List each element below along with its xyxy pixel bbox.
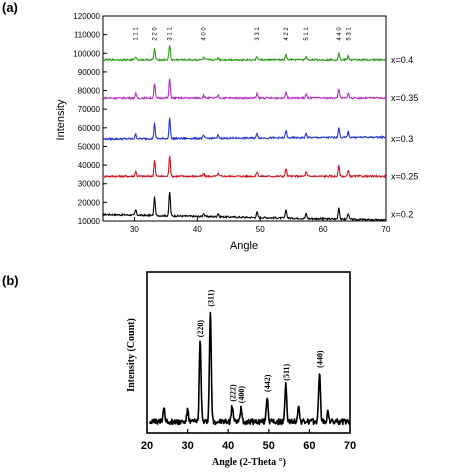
panel-b-y-axis-label: Intensity (Count): [126, 318, 137, 392]
panel-b-x-tick-label: 60: [303, 440, 315, 452]
panel-a-y-tick-label: 90000: [78, 68, 101, 77]
panel-a-hkl-annotation: 5 1 1: [304, 27, 310, 41]
panel-a-series-label: x=0.3: [391, 134, 413, 144]
panel-a-hkl-annotation: 3 3 1: [255, 27, 261, 41]
panel-b-peak-label: (222): [228, 384, 237, 402]
panel-b-peak-label: (511): [282, 363, 291, 380]
panel-b: (b) 20 30 40 50 60 70 (220) (311) (222) (400) (44…: [2, 271, 356, 468]
panel-a-series-line: [103, 192, 387, 222]
panel-a-series-line: [102, 45, 386, 63]
panel-b-label: (b): [2, 273, 19, 288]
panel-b-x-axis: 20 30 40 50 60 70: [141, 429, 356, 452]
panel-a-y-tick-label: 80000: [78, 87, 101, 96]
panel-a-x-tick-label: 70: [382, 225, 391, 234]
panel-a-plot-frame: [102, 15, 387, 222]
panel-b-plot-frame: [146, 271, 351, 434]
panel-a-y-tick-label: 40000: [78, 161, 101, 170]
panel-b-peak-label: (442): [263, 374, 272, 392]
panel-a-x-axis-label: Angle: [230, 240, 258, 252]
panel-a-hkl-annotation: 5 3 1: [346, 27, 352, 41]
panel-b-x-tick-label: 40: [222, 440, 234, 452]
panel-a: (a) 10000 20000 30000 40000 50000 60000 70000 8…: [2, 0, 418, 252]
panel-a-series-label: x=0.2: [391, 209, 413, 219]
panel-a-series-label: x=0.25: [391, 171, 418, 181]
panel-b-peak-labels: (220) (311) (222) (400) (442) (511) (440): [196, 289, 324, 403]
panel-a-x-tick-label: 30: [130, 225, 139, 234]
panel-a-hkl-annotation: 4 4 0: [337, 27, 343, 41]
panel-a-x-tick-label: 50: [256, 225, 265, 234]
panel-a-y-tick-label: 110000: [74, 31, 101, 40]
panel-a-y-axis: 10000 20000 30000 40000 50000 60000 70000 80000…: [73, 12, 107, 226]
panel-a-series-line: [102, 78, 387, 101]
panel-a-series-label: x=0.35: [391, 93, 418, 103]
panel-a-y-tick-label: 70000: [78, 105, 101, 114]
panel-b-peak-label: (440): [316, 350, 325, 368]
panel-a-series-line: [102, 155, 387, 179]
panel-a-y-tick-label: 10000: [78, 217, 101, 226]
panel-b-peak-label: (220): [196, 320, 205, 338]
panel-a-y-tick-label: 30000: [78, 180, 101, 189]
panel-a-hkl-annotation: 3 1 1: [168, 27, 174, 41]
panel-a-series-lines: x=0.2 x=0.25 x=0.3 x=0.35 x=0.4: [102, 45, 418, 222]
panel-a-y-tick-label: 60000: [78, 124, 101, 133]
panel-a-y-tick-label: 100000: [73, 49, 100, 58]
panel-a-series-label: x=0.4: [391, 55, 413, 65]
panel-a-x-tick-label: 60: [319, 225, 328, 234]
panel-a-y-axis-label: Intensity: [55, 99, 67, 140]
panel-b-x-tick-label: 20: [141, 440, 153, 452]
panel-a-hkl-annotation: 4 2 2: [284, 27, 290, 41]
panel-b-x-tick-label: 30: [181, 440, 193, 452]
panel-b-x-tick-label: 70: [344, 440, 356, 452]
panel-b-x-axis-label: Angle (2-Theta °): [212, 457, 286, 468]
panel-a-y-tick-label: 50000: [78, 142, 101, 151]
panel-a-x-tick-label: 40: [193, 225, 202, 234]
panel-a-hkl-annotation: 1 1 1: [134, 27, 140, 41]
panel-a-hkl-annotation: 2 2 0: [153, 27, 159, 41]
panel-b-x-tick-label: 50: [263, 440, 275, 452]
panel-b-peak-label: (400): [237, 386, 246, 404]
panel-b-pattern-line: [149, 311, 350, 426]
panel-a-x-axis: 30 40 50 60 70: [130, 217, 391, 234]
panel-b-peak-label: (311): [206, 289, 215, 306]
panel-a-y-tick-label: 120000: [73, 12, 100, 21]
panel-b-pattern-line: [149, 311, 350, 426]
panel-a-y-tick-label: 20000: [78, 198, 101, 207]
panel-a-series-line: [102, 117, 387, 142]
panel-a-label: (a): [2, 0, 18, 15]
panel-a-hkl-annotations: 1 1 1 2 2 0 3 1 1 4 0 0 3 3 1 4 2 2 5 1 1 4 4 0…: [134, 27, 353, 41]
panel-a-hkl-annotation: 4 0 0: [202, 27, 208, 41]
